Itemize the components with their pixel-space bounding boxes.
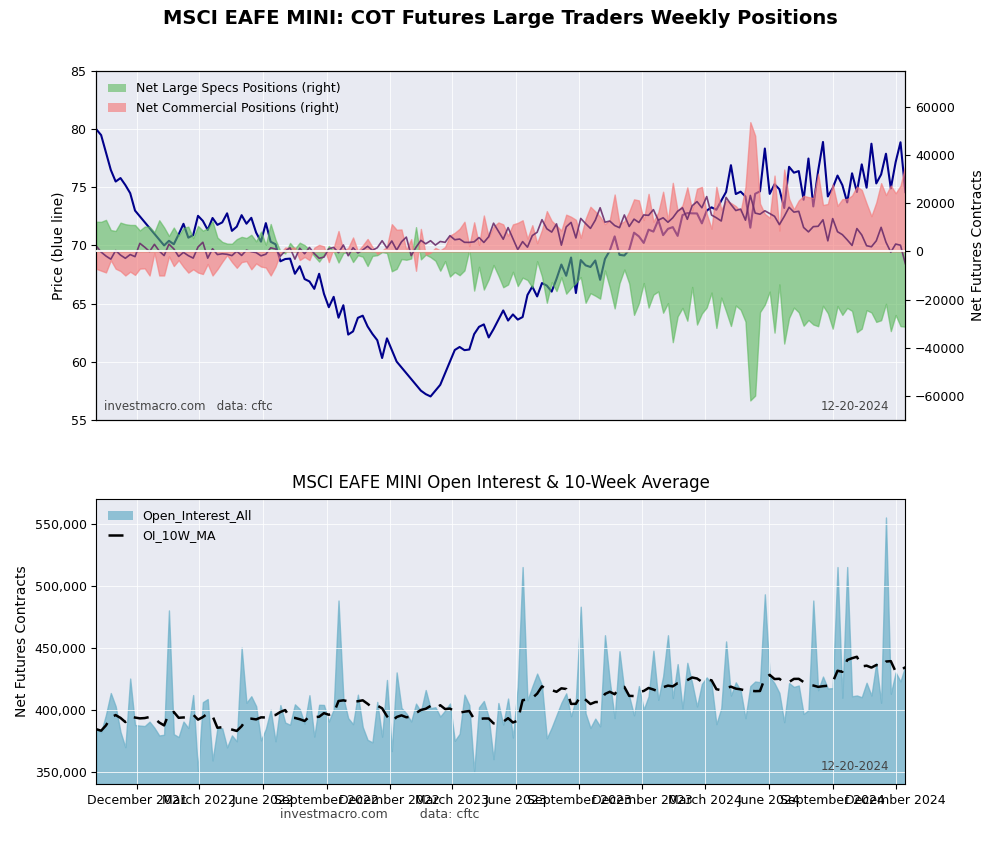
Y-axis label: Price (blue line): Price (blue line) bbox=[51, 191, 65, 299]
Y-axis label: Net Futures Contracts: Net Futures Contracts bbox=[15, 566, 29, 717]
Title: MSCI EAFE MINI Open Interest & 10-Week Average: MSCI EAFE MINI Open Interest & 10-Week A… bbox=[292, 474, 710, 492]
Text: 12-20-2024: 12-20-2024 bbox=[821, 400, 889, 413]
Text: investmacro.com   data: cftc: investmacro.com data: cftc bbox=[104, 400, 273, 413]
Legend: Open_Interest_All, OI_10W_MA: Open_Interest_All, OI_10W_MA bbox=[103, 505, 257, 547]
Legend: Net Large Specs Positions (right), Net Commercial Positions (right): Net Large Specs Positions (right), Net C… bbox=[103, 77, 346, 120]
Text: investmacro.com        data: cftc: investmacro.com data: cftc bbox=[280, 808, 479, 821]
Text: 12-20-2024: 12-20-2024 bbox=[821, 759, 889, 772]
Text: MSCI EAFE MINI: COT Futures Large Traders Weekly Positions: MSCI EAFE MINI: COT Futures Large Trader… bbox=[163, 9, 837, 28]
Y-axis label: Net Futures Contracts: Net Futures Contracts bbox=[971, 169, 985, 322]
